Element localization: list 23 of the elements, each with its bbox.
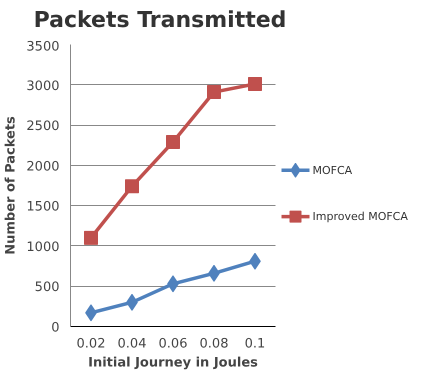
y-tick-label: 3500: [26, 40, 60, 54]
y-tick-label: 1000: [26, 240, 60, 255]
legend-label: Improved MOFCA: [312, 210, 408, 224]
chart-title: Packets Transmitted: [34, 7, 286, 35]
y-tick-label: 2500: [26, 119, 60, 134]
point: [84, 230, 98, 245]
x-axis-title: Initial Journey in Joules: [88, 356, 258, 370]
point: [125, 179, 139, 194]
y-tick-label: 500: [34, 280, 60, 296]
y-tick-label: 3000: [26, 78, 60, 94]
y-tick-label: 1500: [26, 200, 60, 215]
y-tick-label: 2000: [26, 159, 60, 174]
point: [166, 134, 180, 149]
legend-label: MOFCA: [312, 164, 353, 177]
point: [248, 76, 262, 91]
x-tick-label: 0.02: [76, 336, 106, 352]
x-tick-label: 0.08: [200, 336, 228, 352]
x-tick-label: 0.1: [244, 336, 266, 352]
point: [207, 85, 221, 100]
y-axis-title: Number of Packets: [3, 116, 18, 255]
x-tick-label: 0.06: [158, 336, 188, 352]
y-tick-label: 0: [51, 320, 60, 336]
x-tick-label: 0.04: [118, 336, 146, 352]
